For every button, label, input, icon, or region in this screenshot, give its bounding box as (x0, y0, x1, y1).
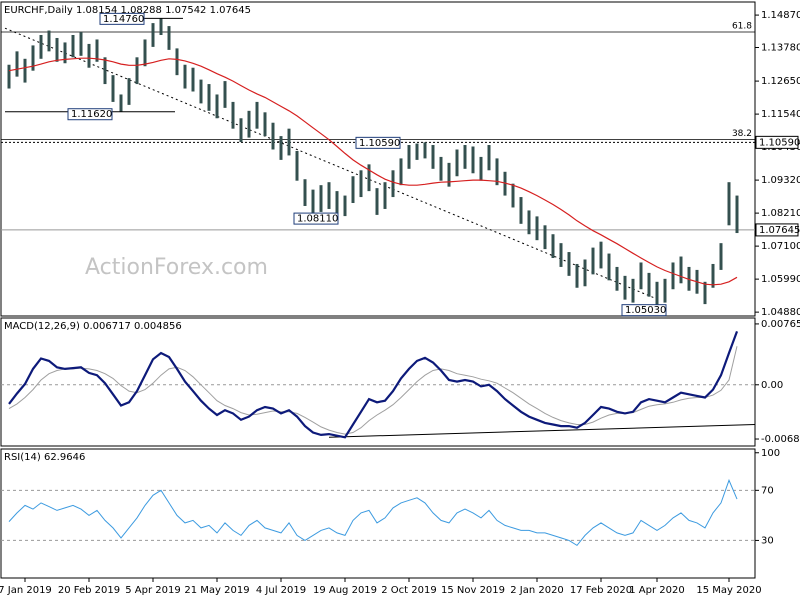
y-tick-label: 1.07100 (761, 241, 800, 252)
x-tick-label: 5 Apr 2019 (125, 585, 180, 596)
macd-line (8, 331, 739, 439)
y-tick-label: 1.14870 (761, 10, 800, 21)
price-marker-label: 1.07645 (759, 225, 800, 236)
x-tick-label: 21 May 2019 (184, 585, 249, 596)
y-tick-label: 1.11540 (761, 109, 800, 120)
y-tick-label: 1.04880 (761, 307, 800, 318)
y-tick-label: 1.08210 (761, 208, 800, 219)
annotation-box (99, 12, 145, 25)
annotation-label: 1.11620 (71, 109, 112, 120)
signal-line (8, 346, 738, 435)
y-tick-label: -0.006822 (761, 434, 800, 445)
panel-frame (0, 448, 756, 579)
annotation-label: 1.10590 (359, 138, 400, 149)
x-tick-label: 2 Oct 2019 (381, 585, 436, 596)
fib-label: 61.8 (732, 22, 752, 32)
panel-title: MACD(12,26,9) 0.006717 0.004856 (4, 321, 182, 332)
x-tick-label: 1 Apr 2020 (629, 585, 684, 596)
x-tick-label: 2 Jan 2020 (510, 585, 564, 596)
x-tick-label: 15 Nov 2019 (441, 585, 505, 596)
price-marker-box (755, 135, 799, 149)
y-tick-label: 1.12650 (761, 76, 800, 87)
y-tick-label: 0.00 (761, 380, 783, 391)
panel-frame (0, 317, 756, 447)
annotation-label: 1.14760 (103, 14, 144, 25)
price-marker-label: 1.10590 (759, 137, 800, 148)
annotation-label: 1.08110 (297, 214, 338, 225)
watermark: ActionForex.com (85, 255, 268, 280)
y-tick-label: 30 (761, 535, 774, 546)
y-tick-label: 0.007655 (761, 319, 800, 330)
annotation-box (621, 304, 667, 317)
annotation-box (355, 136, 401, 149)
panel-title: RSI(14) 62.9646 (4, 452, 85, 463)
rsi-line (8, 478, 738, 547)
price-marker-box (755, 223, 799, 237)
x-tick-label: 7 Jan 2019 (0, 585, 52, 596)
x-tick-label: 4 Jul 2019 (256, 585, 306, 596)
fib-label: 38.2 (732, 129, 752, 139)
annotation-label: 1.05030 (625, 305, 666, 316)
x-tick-label: 20 Feb 2019 (58, 585, 120, 596)
y-tick-label: 1.13780 (761, 42, 800, 53)
annotation-box (293, 212, 339, 225)
y-tick-label: 1.09320 (761, 175, 800, 186)
trendline (328, 424, 756, 438)
y-tick-label: 100 (761, 448, 780, 459)
panel-title: EURCHF,Daily 1.08154 1.08288 1.07542 1.0… (4, 5, 251, 16)
x-tick-label: 15 May 2020 (696, 585, 761, 596)
x-tick-label: 19 Aug 2019 (313, 585, 377, 596)
trendline (4, 27, 661, 301)
panel-frame (0, 1, 756, 317)
moving-average (8, 57, 738, 286)
annotation-box (67, 108, 113, 121)
y-tick-label: 70 (761, 485, 774, 496)
x-tick-label: 17 Feb 2020 (570, 585, 632, 596)
y-tick-label: 1.05990 (761, 274, 800, 285)
